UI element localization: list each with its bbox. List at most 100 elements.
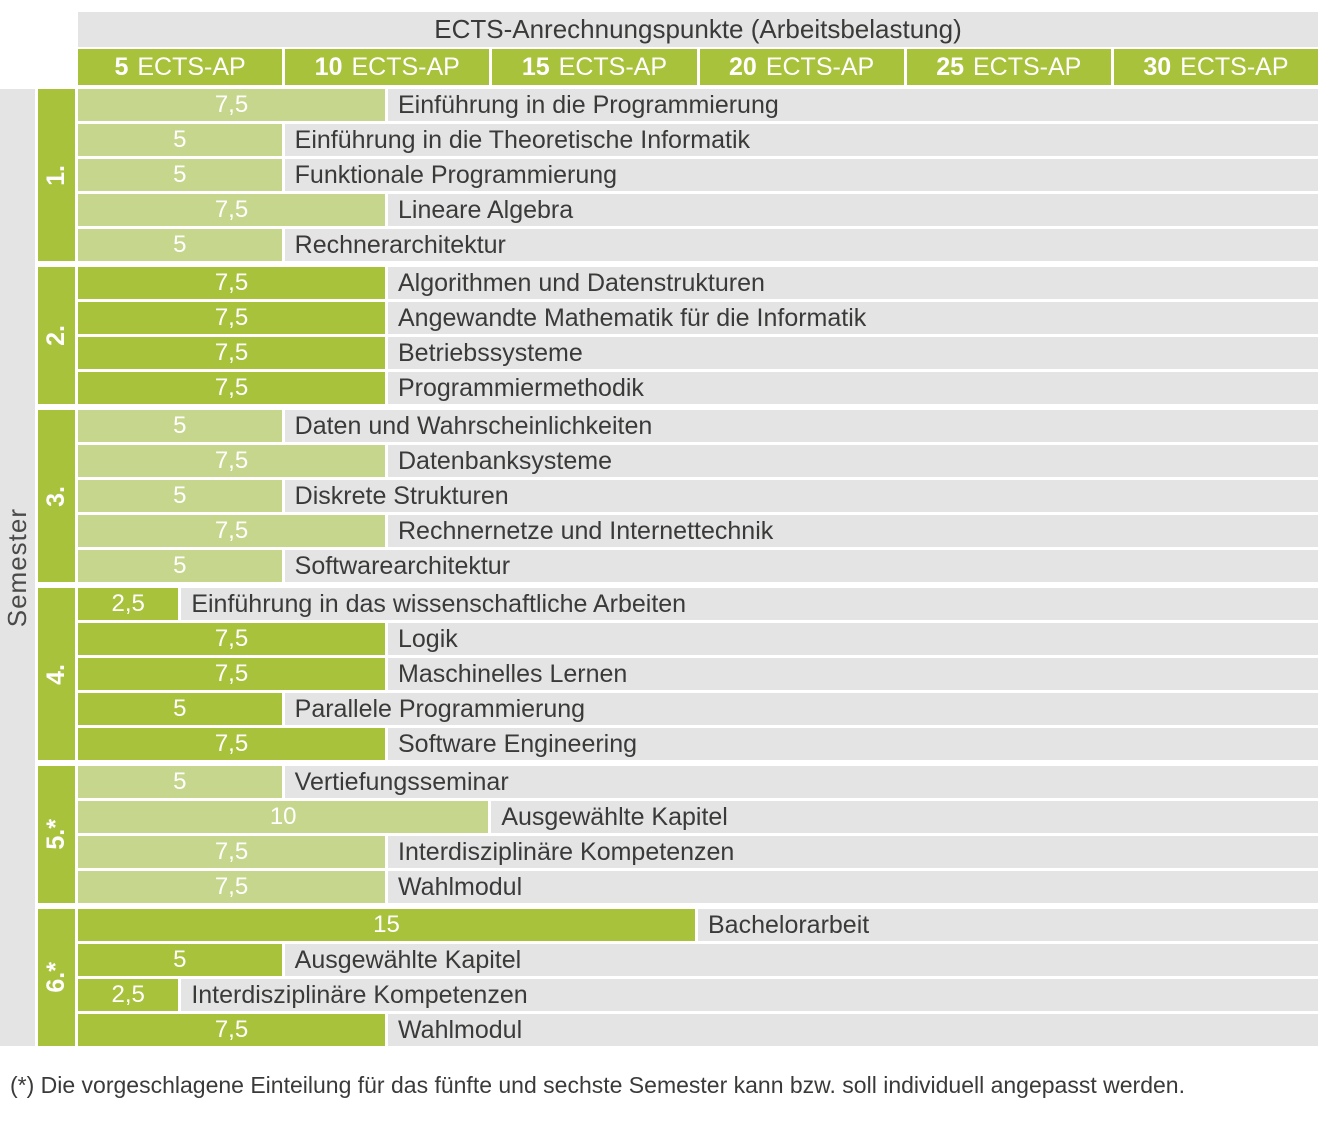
y-axis-label: Semester	[2, 507, 32, 628]
module-row: 5 Parallele Programmierung	[78, 693, 1318, 725]
ects-value-label: 7,5	[214, 91, 249, 118]
semester-group: 6.* 15 Bachelorarbeit 5 Ausgewählte Kapitel 2…	[38, 909, 1318, 1046]
ects-value-label: 5	[173, 231, 187, 258]
course-name: Einführung in die Programmierung	[398, 91, 779, 119]
chart-body: Semester 1. 7,5 Einführung in die Programm…	[0, 89, 1320, 1046]
module-row: 2,5 Einführung in das wissenschaftliche A…	[78, 588, 1318, 620]
ects-bar: 5	[78, 159, 285, 191]
semester-label: 4.	[38, 588, 75, 760]
semester-group: 4. 2,5 Einführung in das wissenschaftliche…	[38, 588, 1318, 760]
ects-value-label: 5	[173, 552, 187, 579]
tick-number: 30	[1143, 52, 1172, 81]
ects-bar: 5	[78, 944, 285, 976]
module-row: 5 Vertiefungsseminar	[78, 766, 1318, 798]
chart-header: ECTS-Anrechnungspunkte (Arbeitsbelastung…	[78, 12, 1319, 85]
semester-label-text: 5.*	[42, 819, 70, 850]
semester-label: 5.*	[38, 766, 75, 903]
semester-label-text: 2.	[42, 325, 70, 346]
ects-value-label: 5	[173, 482, 187, 509]
course-name: Lineare Algebra	[398, 196, 574, 224]
ects-bar: 7,5	[78, 728, 388, 760]
semester-label: 1.	[38, 89, 75, 261]
y-axis: Semester	[0, 89, 35, 1046]
ects-value-label: 7,5	[214, 730, 249, 757]
ects-bar: 2,5	[78, 588, 182, 620]
module-row: 7,5 Logik	[78, 623, 1318, 655]
course-name: Wahlmodul	[398, 873, 523, 901]
ects-value-label: 7,5	[214, 1016, 249, 1043]
semester-group: 3. 5 Daten und Wahrscheinlichkeiten 7,5 Date…	[38, 410, 1318, 582]
ects-bar: 5	[78, 550, 285, 582]
course-name: Softwarearchitektur	[294, 552, 511, 580]
semester-label: 3.	[38, 410, 75, 582]
ects-bar: 7,5	[78, 194, 388, 226]
ects-bar: 7,5	[78, 267, 388, 299]
tick-unit: ECTS-AP	[351, 52, 460, 81]
ects-bar: 7,5	[78, 1014, 388, 1046]
tick-unit: ECTS-AP	[973, 52, 1082, 81]
tick-unit: ECTS-AP	[558, 52, 668, 81]
module-row: 5 Softwarearchitektur	[78, 550, 1318, 582]
ects-value-label: 7,5	[214, 269, 249, 296]
course-name: Daten und Wahrscheinlichkeiten	[294, 412, 653, 440]
semester-label-text: 6.*	[42, 962, 70, 993]
module-row: 7,5 Interdisziplinäre Kompetenzen	[78, 836, 1318, 868]
semester-label-text: 4.	[42, 663, 70, 685]
module-row: 7,5 Programmiermethodik	[78, 372, 1318, 404]
course-name: Logik	[398, 625, 458, 653]
semester-label: 2.	[38, 267, 75, 404]
ects-bar: 7,5	[78, 302, 388, 334]
module-row: 5 Einführung in die Theoretische Informat…	[78, 124, 1318, 156]
ects-value-label: 7,5	[214, 339, 249, 366]
module-row: 5 Funktionale Programmierung	[78, 159, 1318, 191]
ects-bar: 7,5	[78, 89, 388, 121]
course-name: Vertiefungsseminar	[294, 768, 509, 796]
module-row: 7,5 Einführung in die Programmierung	[78, 89, 1318, 121]
semester-label-text: 3.	[42, 485, 70, 507]
course-name: Rechnerarchitektur	[294, 231, 506, 259]
ects-value-label: 5	[173, 126, 187, 153]
ects-bar: 5	[78, 766, 285, 798]
ects-bar: 7,5	[78, 658, 388, 690]
module-row: 2,5 Interdisziplinäre Kompetenzen	[78, 979, 1318, 1011]
course-name: Ausgewählte Kapitel	[294, 946, 522, 974]
ects-bar: 2,5	[78, 979, 182, 1011]
ects-bar: 5	[78, 410, 285, 442]
ects-value-label: 7,5	[214, 196, 249, 223]
module-rows: 15 Bachelorarbeit 5 Ausgewählte Kapitel 2,5 I…	[78, 909, 1318, 1046]
semester-groups: 1. 7,5 Einführung in die Programmierung 5 Ei…	[38, 89, 1318, 1046]
semester-label: 6.*	[38, 909, 75, 1046]
ects-value-label: 5	[173, 768, 187, 795]
ects-value-label: 7,5	[214, 660, 249, 687]
tick-number: 25	[936, 52, 964, 81]
tick-number: 5	[114, 52, 129, 81]
course-name: Rechnernetze und Internettechnik	[398, 517, 774, 545]
x-axis-tick-cell: 15 ECTS-AP	[492, 49, 697, 85]
course-name: Parallele Programmierung	[294, 695, 586, 723]
ects-value-label: 5	[173, 946, 187, 973]
ects-bar: 7,5	[78, 836, 388, 868]
ects-value-label: 15	[373, 911, 400, 938]
ects-bar: 10	[78, 801, 492, 833]
module-rows: 7,5 Einführung in die Programmierung 5 Einf…	[78, 89, 1318, 261]
module-rows: 2,5 Einführung in das wissenschaftliche A…	[78, 588, 1318, 760]
ects-bar: 7,5	[78, 871, 388, 903]
course-name: Interdisziplinäre Kompetenzen	[191, 981, 528, 1009]
course-name: Software Engineering	[398, 730, 638, 758]
course-name: Bachelorarbeit	[708, 911, 870, 939]
x-axis-tick-cell: 20 ECTS-AP	[699, 49, 904, 85]
module-row: 7,5 Wahlmodul	[78, 871, 1318, 903]
course-name: Betriebssysteme	[398, 339, 583, 367]
module-row: 7,5 Maschinelles Lernen	[78, 658, 1318, 690]
module-row: 5 Ausgewählte Kapitel	[78, 944, 1318, 976]
ects-bar: 7,5	[78, 337, 388, 369]
module-row: 10 Ausgewählte Kapitel	[78, 801, 1318, 833]
ects-value-label: 2,5	[111, 590, 145, 617]
module-rows: 5 Vertiefungsseminar 10 Ausgewählte Kapitel…	[78, 766, 1318, 903]
ects-value-label: 7,5	[214, 447, 249, 474]
tick-unit: ECTS-AP	[765, 52, 875, 81]
course-name: Maschinelles Lernen	[398, 660, 628, 688]
course-name: Funktionale Programmierung	[294, 161, 618, 189]
semester-group: 5.* 5 Vertiefungsseminar 10 Ausgewählte Kapi…	[38, 766, 1318, 903]
